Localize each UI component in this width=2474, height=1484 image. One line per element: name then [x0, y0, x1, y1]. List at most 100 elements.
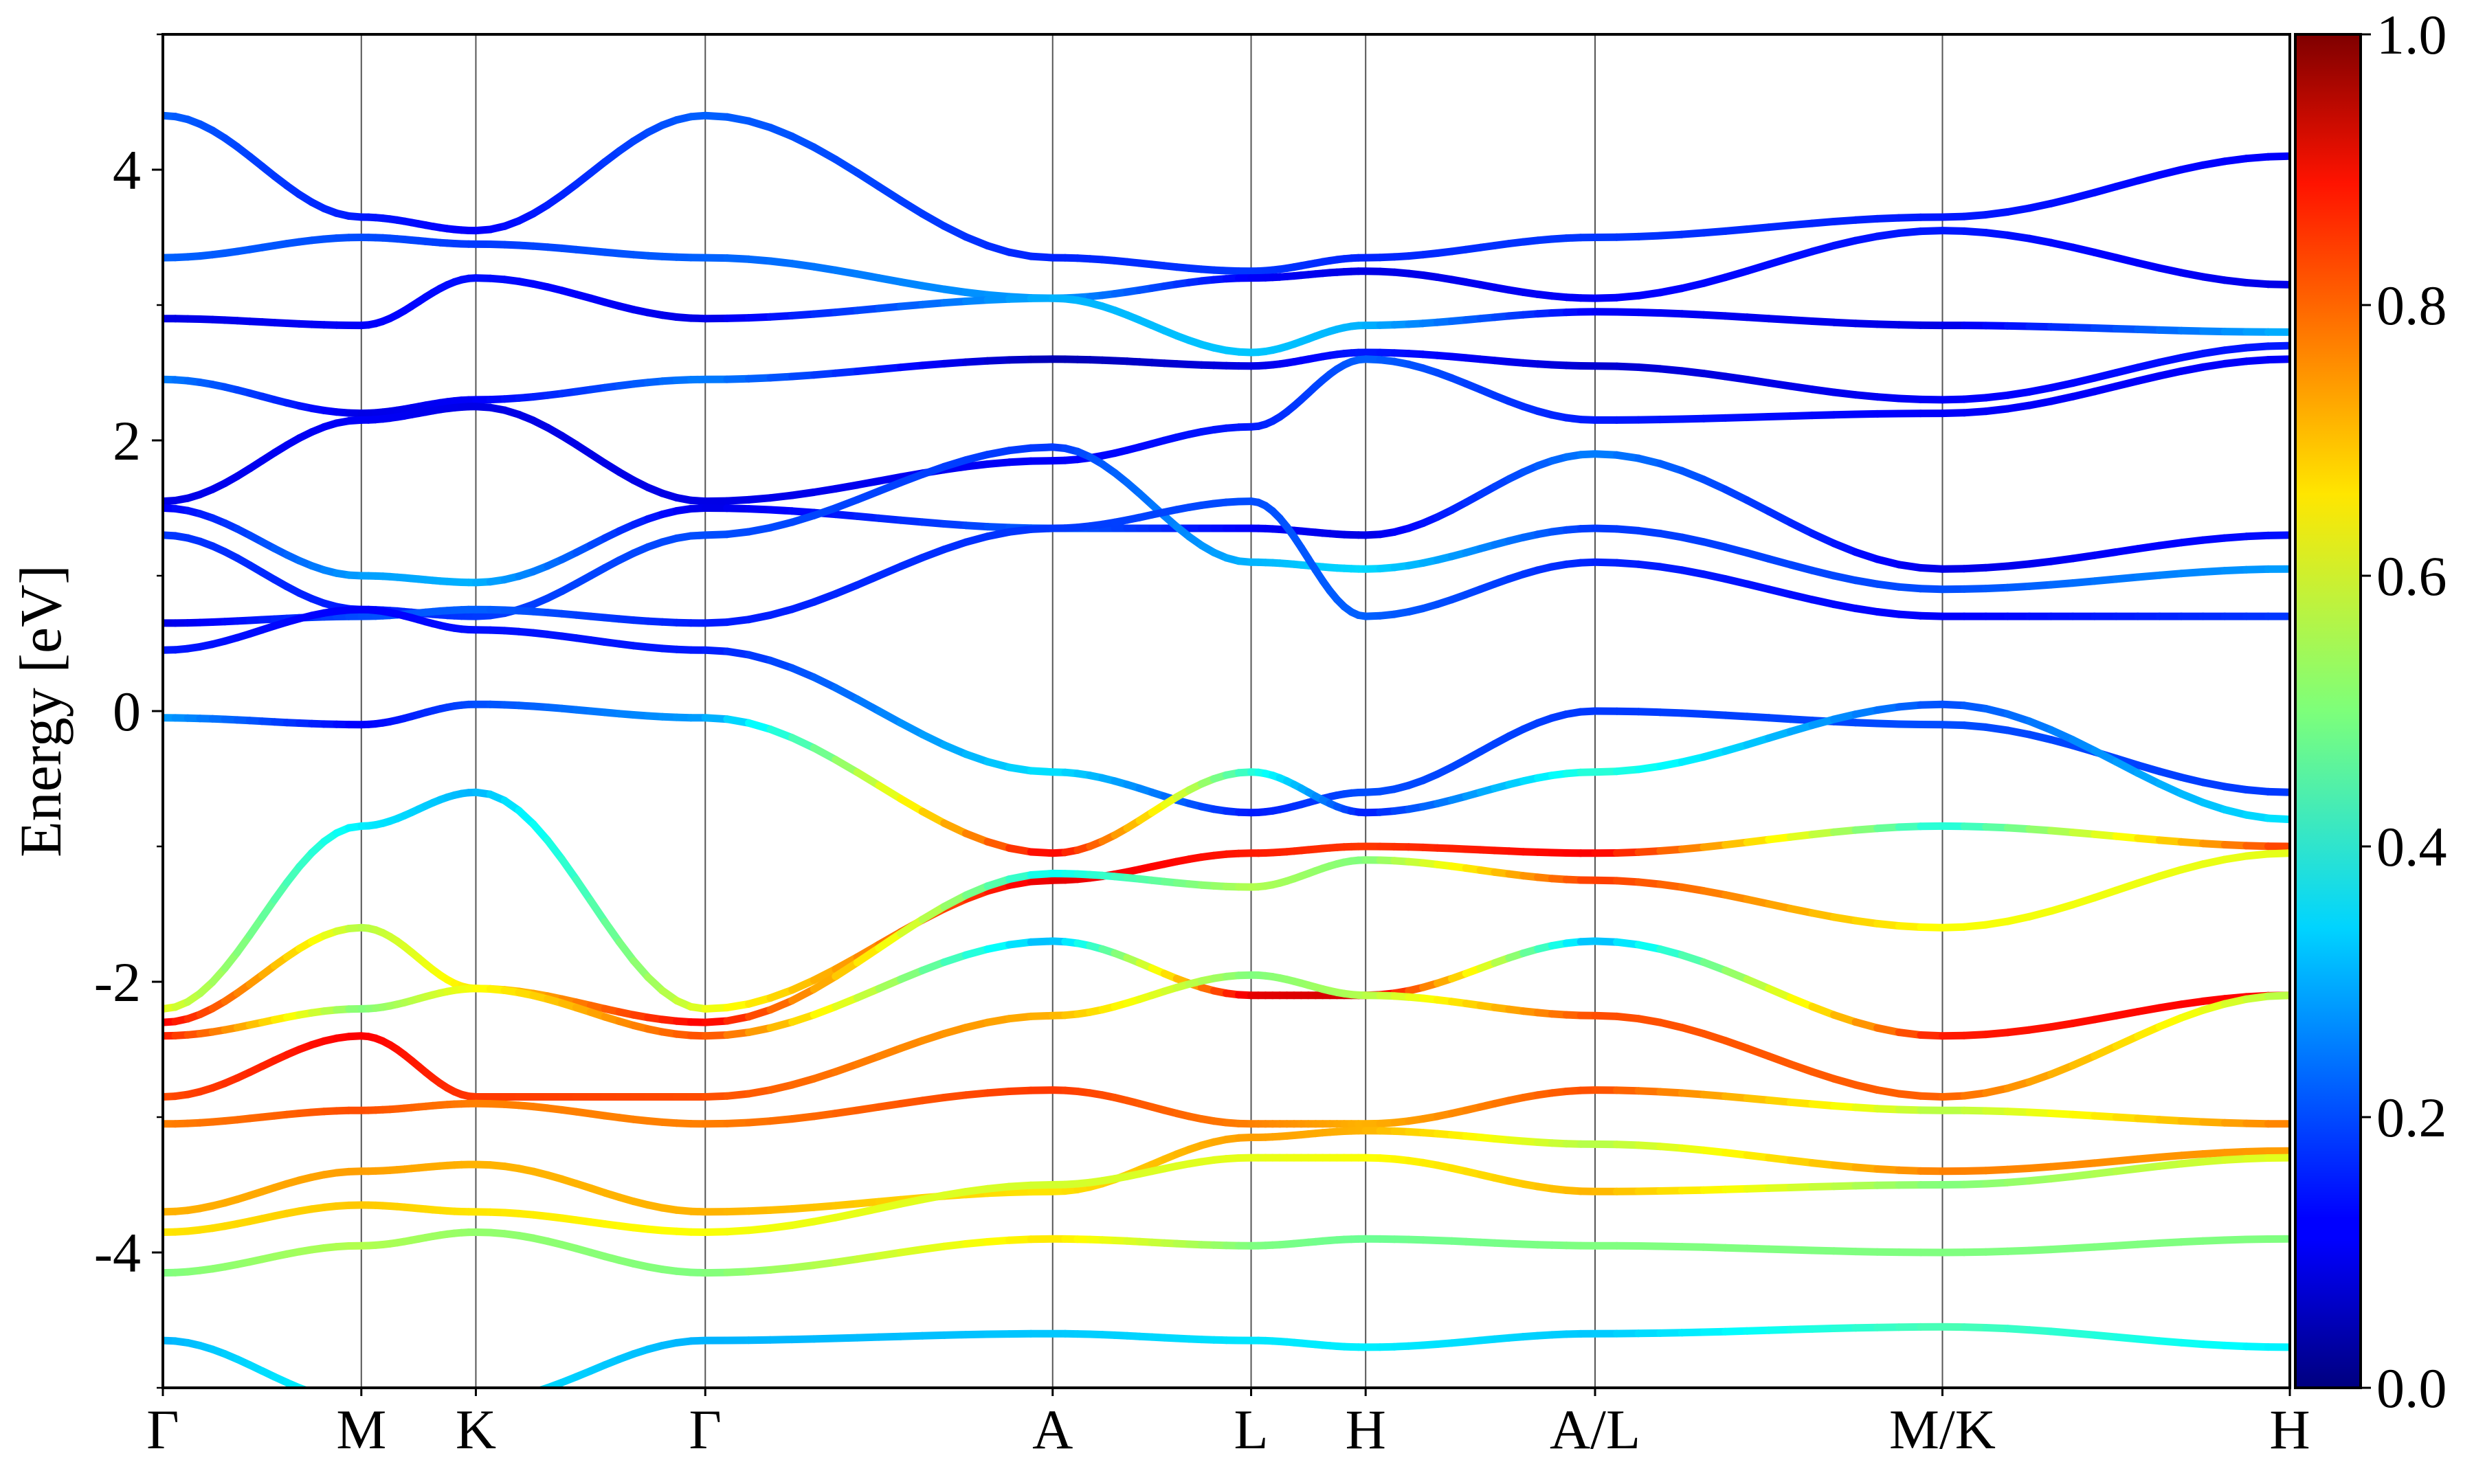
- band-segment: [810, 972, 840, 993]
- band-segment: [1700, 958, 1730, 974]
- band-7: [163, 443, 2290, 620]
- band-segment: [1808, 530, 1838, 548]
- band-segment: [810, 1002, 840, 1019]
- y-tick-label: -2: [94, 951, 141, 1013]
- band-segment: [832, 953, 861, 974]
- colorbar: 0.0 0.2 0.4 0.6 0.8 1.0: [2294, 3, 2447, 1419]
- band-segment: [832, 1060, 861, 1076]
- band-segment: [875, 975, 905, 993]
- band-10: [163, 700, 2290, 857]
- band-segment: [918, 958, 948, 974]
- band-segment: [1765, 1052, 1794, 1068]
- band-segment: [875, 478, 905, 495]
- band-segment: [1721, 967, 1751, 983]
- band-segment: [615, 938, 638, 965]
- band-segment: [312, 1393, 324, 1397]
- band-segment: [2047, 726, 2077, 744]
- band-segment: [2264, 152, 2290, 161]
- band-segment: [1743, 1044, 1773, 1060]
- band-segment: [1765, 728, 1794, 742]
- band-segment: [2155, 780, 2185, 798]
- band-segment: [918, 546, 948, 562]
- band-segment: [940, 741, 970, 758]
- x-tick-label: L: [1234, 1398, 1268, 1461]
- band-segment: [853, 944, 883, 967]
- band-segment: [788, 511, 818, 526]
- y-axis-title: Energy [eV]: [8, 565, 74, 857]
- band-segment: [983, 875, 1014, 890]
- band-segment: [940, 222, 970, 241]
- band-segment: [558, 855, 580, 884]
- band-segment: [2112, 1032, 2142, 1050]
- plot-area: [161, 33, 2291, 1397]
- band-segment: [897, 470, 926, 486]
- band-segment: [832, 581, 861, 598]
- band-segment: [897, 196, 926, 218]
- band-segment: [961, 750, 992, 766]
- x-tick-label: H: [2269, 1398, 2310, 1461]
- band-segment: [918, 903, 948, 923]
- band-segment: [918, 462, 948, 478]
- band-segment: [2134, 872, 2163, 887]
- band-segment: [961, 829, 992, 846]
- y-tick-label: 0: [113, 680, 141, 743]
- band-segment: [788, 985, 818, 1004]
- band-segment: [2264, 280, 2290, 289]
- band-segment: [788, 976, 818, 994]
- band-segment: [810, 1068, 840, 1083]
- band-segment: [897, 915, 926, 938]
- band-segment: [875, 930, 905, 952]
- x-tick-label: A: [1032, 1398, 1073, 1461]
- band-segment: [788, 1011, 818, 1026]
- colorbar-tick-label: 0.0: [2376, 1357, 2447, 1419]
- band-segment: [1721, 485, 1751, 504]
- band-5: [163, 355, 2290, 506]
- colorbar-tick-label: 0.4: [2376, 816, 2447, 878]
- band-segment: [832, 155, 861, 177]
- band-segment: [2069, 736, 2099, 754]
- x-tick-label: A/L: [1550, 1398, 1640, 1461]
- band-segment: [875, 183, 905, 205]
- band-segment: [875, 1044, 905, 1060]
- band-segment: [853, 487, 883, 504]
- band-segment: [2264, 849, 2290, 858]
- band-segment: [810, 143, 840, 164]
- band-segment: [832, 756, 861, 776]
- y-tick-label: 2: [113, 409, 141, 472]
- band-segment: [2134, 769, 2163, 788]
- colorbar-tick-label: 1.0: [2376, 3, 2447, 66]
- band-segment: [2091, 1042, 2120, 1060]
- band-segment: [832, 958, 861, 980]
- band-segment: [853, 985, 883, 1002]
- band-segment: [2264, 814, 2290, 824]
- band-segment: [2112, 758, 2142, 777]
- band-segment: [853, 168, 883, 191]
- band-segment: [1678, 951, 1708, 966]
- band-segment: [1743, 260, 1773, 275]
- band-segment: [875, 563, 905, 580]
- band-segment: [1808, 1002, 1838, 1019]
- band-segment: [918, 730, 948, 749]
- colorbar-tick-label: 0.2: [2376, 1086, 2447, 1149]
- x-tick-label: Γ: [146, 1398, 179, 1461]
- band-2: [163, 227, 2290, 302]
- band-segment: [1721, 1037, 1751, 1053]
- band-segment: [940, 538, 970, 554]
- band-16: [163, 1127, 2290, 1216]
- band-segment: [2091, 886, 2120, 902]
- band-segment: [940, 456, 970, 471]
- band-6: [163, 450, 2290, 587]
- band-segment: [897, 1037, 926, 1053]
- band-segment: [1678, 466, 1708, 484]
- band-segment: [519, 1393, 533, 1397]
- band-segment: [940, 951, 970, 966]
- band-12: [163, 849, 2290, 1026]
- band-segment: [788, 664, 818, 682]
- band-segment: [745, 1006, 774, 1021]
- band-segment: [918, 807, 948, 827]
- band-segment: [544, 836, 566, 863]
- band-18: [163, 1228, 2290, 1277]
- band-segment: [1830, 539, 1860, 556]
- band-14: [163, 971, 2290, 1101]
